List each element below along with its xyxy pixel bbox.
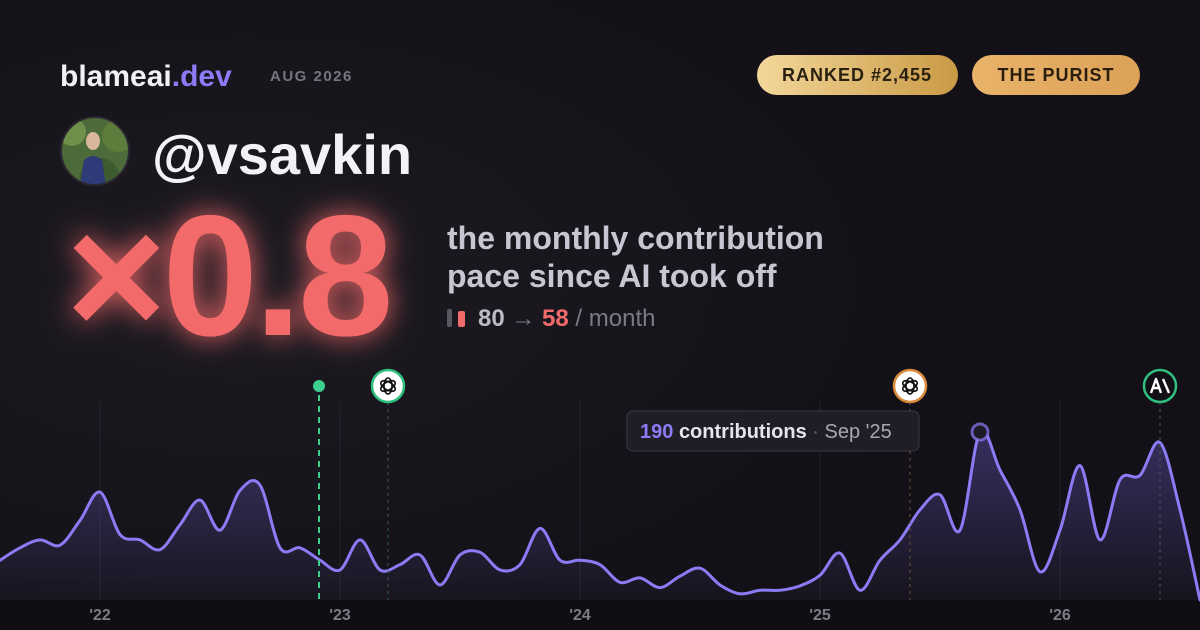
- brand: blameai.dev: [60, 60, 232, 93]
- tooltip-date: Sep '25: [825, 421, 892, 443]
- tooltip-label: contributions: [679, 421, 807, 443]
- area: [0, 430, 1200, 600]
- tooltip-separator: ·: [812, 421, 819, 443]
- multiplier: ×0.8: [66, 180, 390, 372]
- after-icon: [458, 311, 465, 327]
- x-tick-label: '25: [809, 607, 831, 624]
- tooltip-box: [626, 410, 920, 452]
- before-icon: [447, 309, 452, 327]
- event-icon: [892, 368, 928, 404]
- tooltip: 190 contributions · Sep '25: [626, 410, 920, 452]
- x-tick-label: '23: [329, 607, 351, 624]
- arrow: →: [511, 305, 535, 332]
- tooltip-text: 190 contributions · Sep '25: [640, 421, 892, 443]
- description-line: pace since AI took off: [447, 258, 777, 294]
- before-value: 80: [478, 305, 505, 332]
- description-line: the monthly contribution: [447, 220, 824, 256]
- line: [0, 428, 1200, 602]
- avatar-ring: [60, 116, 130, 186]
- event-markers: [313, 368, 1178, 600]
- event-dot: [313, 380, 325, 392]
- avatar: [61, 117, 129, 185]
- pace-line: 80 → 58 / month: [478, 305, 655, 332]
- report-date: AUG 2026: [270, 68, 353, 85]
- event-icon: [370, 368, 406, 404]
- rank-badge: [757, 55, 958, 95]
- x-tick-label: '22: [89, 607, 111, 624]
- rank-badge-text: RANKED #2,455: [782, 65, 932, 85]
- persona-badge: [972, 55, 1140, 95]
- persona-badge-text: THE PURIST: [997, 65, 1114, 85]
- x-tick-label: '24: [569, 607, 591, 624]
- highlight-point: [970, 422, 990, 442]
- plot: [0, 422, 1200, 602]
- handle: @vsavkin: [152, 123, 412, 186]
- x-tick-label: '26: [1049, 607, 1071, 624]
- brand-domain: .dev: [172, 60, 232, 93]
- axis-band: [0, 600, 1200, 630]
- after-value: 58: [542, 305, 569, 332]
- tooltip-value: 190: [640, 421, 673, 443]
- event-icon: [1142, 368, 1178, 404]
- brand-name: blameai: [60, 60, 172, 93]
- unit: / month: [575, 305, 655, 332]
